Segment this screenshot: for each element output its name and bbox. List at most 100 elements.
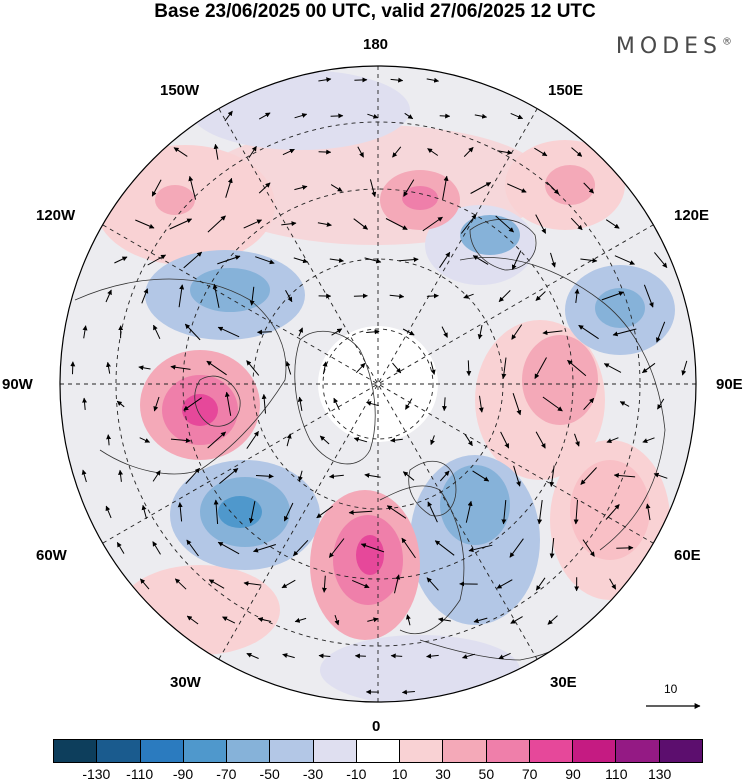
wind-vector [535, 291, 546, 301]
wind-vectors [70, 77, 688, 695]
wind-vector [606, 437, 619, 443]
coast-kamchatka [469, 218, 537, 271]
colorbar-swatch-11 [529, 740, 574, 762]
wind-vector [186, 539, 199, 557]
logo-text: MODES [615, 34, 722, 59]
wind-vector [334, 614, 340, 626]
wind-vector [283, 502, 294, 522]
wind-vector [426, 577, 439, 591]
wind-vector [348, 509, 373, 515]
wind-vector [656, 321, 666, 343]
wind-vector [207, 431, 226, 449]
wind-vector [535, 214, 547, 234]
colorbar-swatch-7 [356, 740, 401, 762]
wind-vector [282, 148, 295, 156]
wind-vector [151, 179, 162, 197]
wind-vector [500, 431, 510, 449]
wind-vector [405, 398, 413, 410]
wind-vector [281, 579, 296, 589]
colorbar-tick-label: -30 [302, 766, 324, 782]
wind-vector [186, 615, 199, 625]
wind-vector [217, 326, 240, 338]
wind-vector [364, 257, 382, 264]
wind-vector [654, 252, 668, 268]
colorbar-swatch-3 [183, 740, 228, 762]
wind-vector [574, 433, 580, 447]
wind-vector [328, 538, 345, 558]
wind-vector [298, 470, 303, 482]
wind-vector [427, 148, 439, 156]
wind-vector [206, 360, 227, 376]
wind-vector [474, 113, 488, 119]
wind-vector [550, 252, 556, 268]
wind-vector [573, 499, 579, 525]
wind-vector [468, 544, 493, 553]
wind-vector [466, 360, 472, 377]
wind-vector [174, 578, 187, 590]
wind-vector [612, 328, 637, 337]
wind-vector [605, 219, 620, 229]
lon-label-90w: 90W [2, 376, 33, 393]
anomaly-canada-pos-3 [182, 394, 218, 426]
wind-vector [385, 218, 408, 230]
wind-vector [641, 362, 656, 374]
wind-vector [294, 185, 308, 191]
anomaly-china-pos-1 [545, 165, 595, 205]
wind-vector [116, 400, 125, 408]
wind-vector [185, 467, 200, 485]
wind-vector [105, 289, 112, 303]
wind-vector [535, 431, 546, 449]
wind-vector [442, 175, 449, 200]
wind-vector [188, 175, 197, 200]
wind-vector [360, 543, 385, 553]
wind-vector [386, 505, 407, 519]
wind-vector [246, 652, 259, 659]
anomaly-japan-neg-1 [460, 215, 520, 255]
wind-vector [645, 503, 651, 521]
wind-vector [213, 499, 219, 525]
colorbar-swatch-10 [486, 740, 530, 762]
lon-label-150w: 150W [160, 82, 200, 99]
wind-vector [258, 112, 271, 120]
wind-vector [138, 365, 151, 371]
wind-vector [135, 219, 155, 229]
lon-label-150e: 150E [548, 82, 584, 99]
wind-vector [147, 254, 167, 266]
wind-vector [392, 362, 402, 374]
colorbar-swatch-0 [54, 740, 98, 762]
colorbar-tick-label: 50 [478, 766, 495, 782]
colorbar-swatch-9 [443, 740, 487, 762]
wind-vector [496, 579, 513, 589]
wind-vector [366, 329, 380, 335]
wind-vector [183, 397, 202, 411]
wind-vector [511, 250, 522, 270]
lon-label-60e: 60E [674, 547, 701, 564]
wind-vector [470, 182, 492, 194]
wind-vector [178, 284, 185, 308]
wind-vector [609, 578, 617, 590]
wind-vector [293, 257, 309, 264]
wind-vector [390, 77, 404, 83]
colorbar-swatch-5 [270, 740, 314, 762]
wind-vector [439, 251, 451, 268]
wind-vector [170, 364, 191, 370]
wind-vector [681, 360, 688, 376]
wind-vector [281, 221, 297, 227]
wind-vector [177, 502, 183, 522]
wind-vector [333, 397, 340, 411]
wind-vector [542, 330, 563, 336]
wind-vector [613, 472, 636, 478]
wind-vector [286, 433, 292, 447]
wind-vector [578, 324, 599, 340]
anomaly-band-atlantic-south [120, 565, 280, 655]
registered-mark: ® [722, 36, 732, 48]
wind-vector [477, 325, 483, 340]
colorbar-swatch-13 [616, 740, 660, 762]
lon-label-60w: 60W [36, 547, 67, 564]
lon-label-120e: 120E [674, 207, 710, 224]
lon-label-30e: 30E [550, 674, 577, 691]
wind-vector [580, 257, 598, 263]
wind-vector [430, 361, 436, 375]
wind-vector [355, 362, 366, 374]
wind-vector [246, 430, 259, 449]
